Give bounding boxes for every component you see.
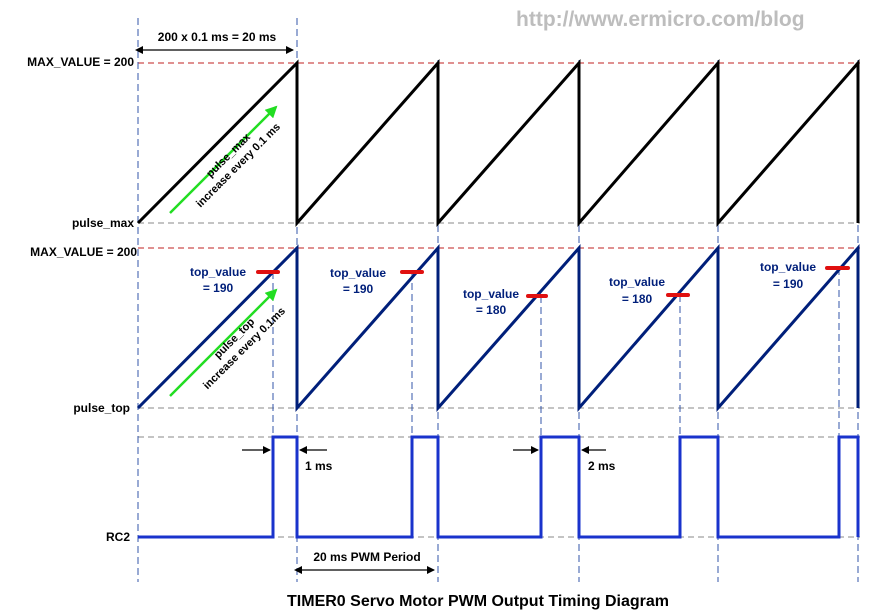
watermark-url: http://www.ermicro.com/blog [516, 8, 805, 31]
pulse-max-arrow-label-2: increase every 0.1 ms [194, 121, 283, 210]
svg-text:top_value: top_value [463, 287, 519, 301]
rc2-label: RC2 [106, 530, 130, 544]
svg-text:= 190: = 190 [773, 277, 804, 291]
top-value-drop-lines [272, 268, 840, 437]
top-value-label-1: top_value = 190 [190, 265, 246, 295]
svg-text:top_value: top_value [760, 260, 816, 274]
svg-text:= 180: = 180 [622, 292, 653, 306]
top-value-label-2: top_value = 190 [330, 266, 386, 296]
width-1ms-label: 1 ms [305, 459, 333, 473]
pulse-top-arrow-label-2: increase every 0.1ms [201, 305, 288, 392]
green-arrow-mid [169, 288, 278, 397]
top-value-label-4: top_value = 180 [609, 275, 665, 306]
width-2ms-label: 2 ms [588, 459, 616, 473]
svg-text:= 190: = 190 [343, 282, 374, 296]
period-calc-label: 200 x 0.1 ms = 20 ms [158, 30, 277, 44]
max-value-mid-label: MAX_VALUE = 200 [30, 245, 137, 259]
pulse-top-label: pulse_top [73, 401, 130, 415]
green-arrow-top [169, 105, 278, 214]
pulse-max-sawtooth [136, 58, 860, 228]
svg-text:top_value: top_value [330, 266, 386, 280]
pwm-period-label: 20 ms PWM Period [313, 550, 420, 564]
top-value-label-5: top_value = 190 [760, 260, 816, 291]
max-value-top-label: MAX_VALUE = 200 [27, 55, 134, 69]
pulse-top-sawtooth [136, 243, 860, 413]
top-value-label-3: top_value = 180 [463, 287, 519, 317]
rc2-pwm-wave [138, 435, 860, 539]
svg-text:= 190: = 190 [203, 281, 234, 295]
diagram-caption: TIMER0 Servo Motor PWM Output Timing Dia… [287, 593, 669, 610]
top-value-markers [256, 266, 850, 298]
svg-text:top_value: top_value [609, 275, 665, 289]
svg-text:top_value: top_value [190, 265, 246, 279]
svg-text:= 180: = 180 [476, 303, 507, 317]
pulse-max-label: pulse_max [72, 216, 134, 230]
